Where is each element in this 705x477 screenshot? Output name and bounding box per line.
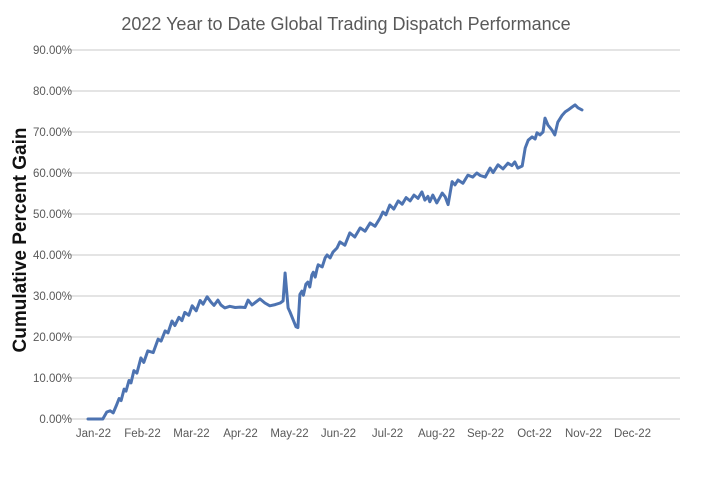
y-tick-label: 40.00%: [33, 250, 72, 262]
x-tick-label: May-22: [270, 428, 308, 440]
y-tick-label: 70.00%: [33, 127, 72, 139]
y-axis-title: Cumulative Percent Gain: [10, 128, 31, 353]
x-tick-label: Feb-22: [124, 428, 160, 440]
y-tick-label: 90.00%: [33, 45, 72, 57]
x-axis-tick-labels: Jan-22 Feb-22 Mar-22 Apr-22 May-22 Jun-22 Jul-…: [76, 428, 651, 440]
x-tick-label: Jun-22: [321, 428, 356, 440]
x-tick-label: Oct-22: [517, 428, 552, 440]
x-tick-label: Jul-22: [372, 428, 403, 440]
y-tick-label: 60.00%: [33, 168, 72, 180]
gridlines-group: [68, 49, 680, 420]
y-tick-label: 0.00%: [39, 414, 72, 426]
y-axis-tick-labels: 0.00% 10.00% 20.00% 30.00% 40.00% 50.00% 60.00…: [33, 45, 72, 426]
y-tick-label: 30.00%: [33, 291, 72, 303]
y-tick-label: 20.00%: [33, 332, 72, 344]
y-tick-label: 50.00%: [33, 209, 72, 221]
x-tick-label: Apr-22: [223, 428, 258, 440]
x-tick-label: Sep-22: [467, 428, 504, 440]
x-tick-label: Nov-22: [565, 428, 602, 440]
x-tick-label: Aug-22: [418, 428, 455, 440]
x-tick-label: Mar-22: [173, 428, 209, 440]
y-tick-label: 80.00%: [33, 86, 72, 98]
chart-title: 2022 Year to Date Global Trading Dispatc…: [121, 14, 570, 34]
performance-line: [86, 103, 584, 421]
data-series-group: [86, 103, 584, 421]
y-tick-label: 10.00%: [33, 373, 72, 385]
x-tick-label: Dec-22: [614, 428, 651, 440]
x-tick-label: Jan-22: [76, 428, 111, 440]
